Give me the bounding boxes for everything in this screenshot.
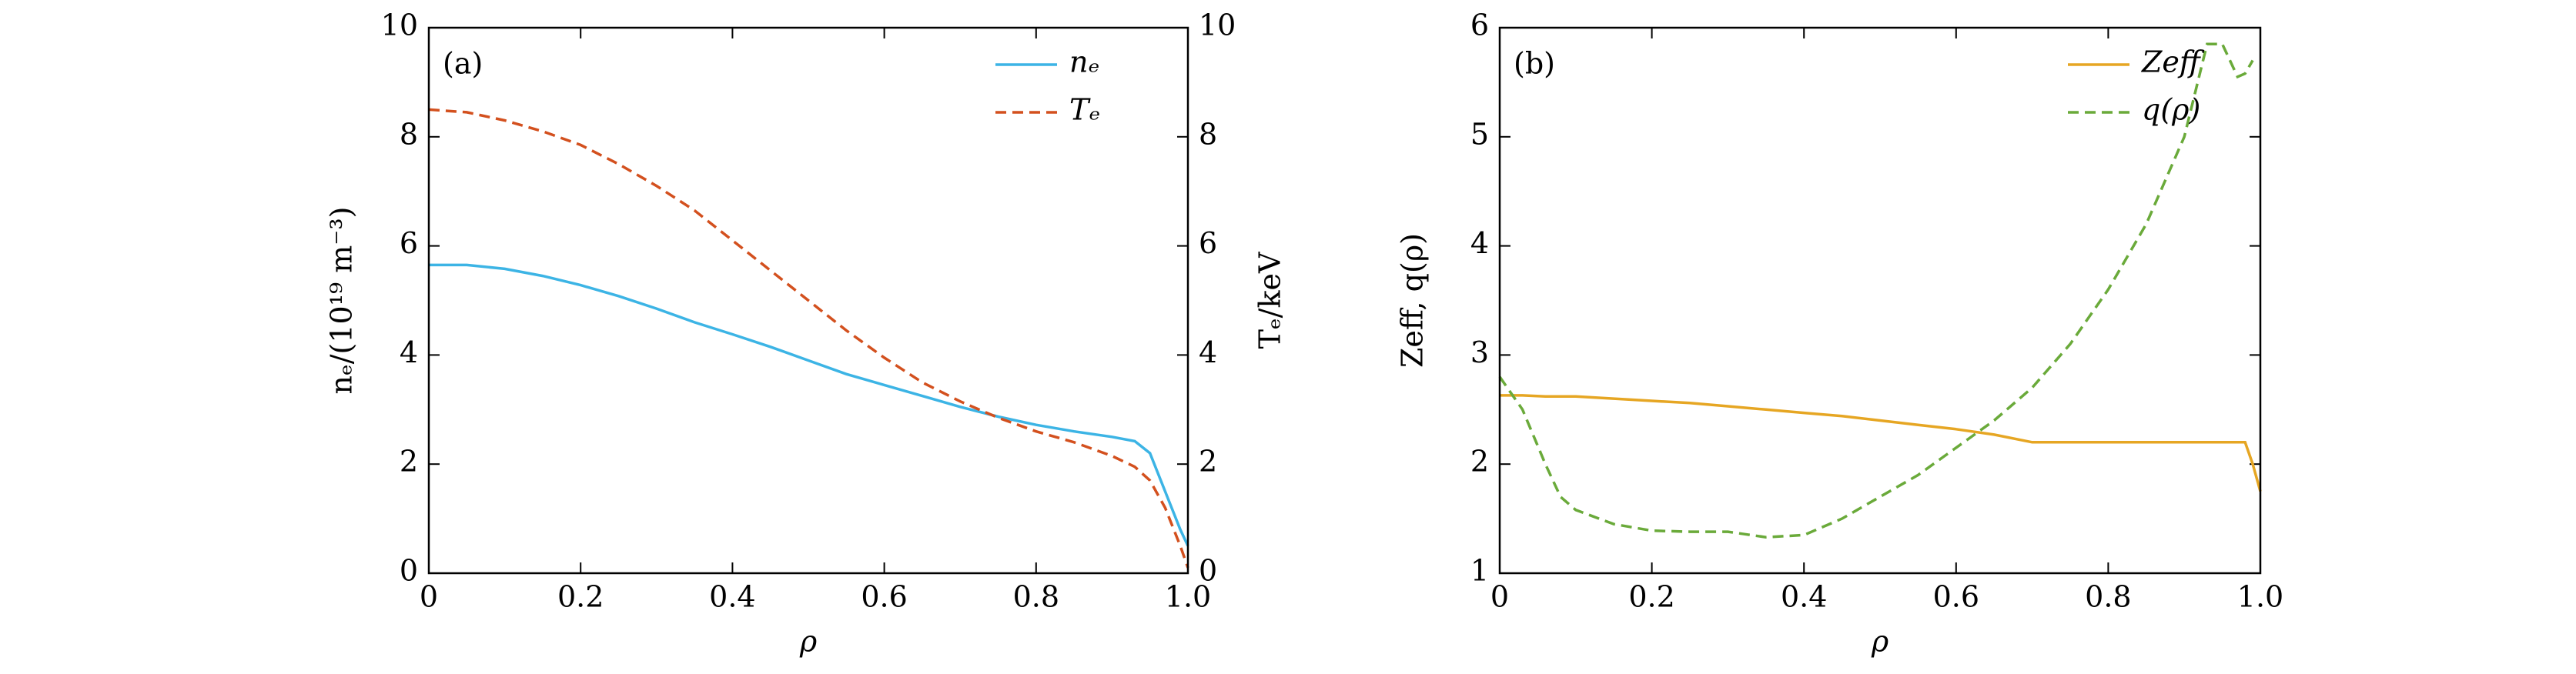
plot-frame: [427, 26, 1189, 575]
y2-tick-label: 2: [1199, 445, 1217, 479]
y-tick-label: 8: [400, 117, 418, 151]
x-tick-label: 0.8: [1013, 580, 1059, 614]
y-tick-label: 2: [1470, 445, 1489, 479]
x-axis-label: ρ: [1871, 625, 1889, 659]
x-tick-label: 0: [420, 580, 438, 614]
legend-label: Tₑ: [1069, 93, 1100, 127]
y-tick-label: 5: [1470, 117, 1489, 151]
y2-axis-label: Tₑ/keV: [1253, 252, 1287, 349]
panel-label: (a): [443, 47, 483, 81]
y-tick-label: 2: [400, 445, 418, 479]
x-tick-label: 0.6: [1933, 580, 1979, 614]
legend-label: q(ρ): [2142, 93, 2200, 127]
y2-tick-label: 8: [1199, 117, 1217, 151]
data-line: [428, 108, 1189, 569]
data-line: [1500, 394, 2262, 492]
legend-label: Zeff: [2141, 45, 2205, 79]
y-tick-label: 10: [381, 8, 418, 42]
x-tick-label: 0.2: [1628, 580, 1674, 614]
x-tick-label: 0.4: [1781, 580, 1827, 614]
legend-label: nₑ: [1069, 45, 1099, 79]
data-line: [1498, 42, 2254, 539]
y-tick-label: 6: [400, 226, 418, 260]
y-tick-label: 4: [1470, 226, 1489, 260]
y2-tick-label: 6: [1199, 226, 1217, 260]
plot-frame: [1498, 26, 2262, 575]
y2-tick-label: 4: [1199, 335, 1217, 369]
y-axis-label: nₑ/(10¹⁹ m⁻³): [325, 207, 359, 395]
y-tick-label: 6: [1470, 8, 1489, 42]
x-tick-label: 0.8: [2085, 580, 2131, 614]
y-axis-label: Zeff, q(ρ): [1396, 233, 1430, 368]
x-axis-label: ρ: [799, 625, 818, 659]
x-tick-label: 1.0: [1165, 580, 1211, 614]
x-tick-label: 0.2: [557, 580, 604, 614]
y2-tick-label: 0: [1199, 554, 1217, 588]
y2-tick-label: 10: [1199, 8, 1236, 42]
y-tick-label: 0: [400, 554, 418, 588]
x-tick-label: 1.0: [2237, 580, 2283, 614]
x-tick-label: 0.4: [709, 580, 755, 614]
y-tick-label: 3: [1470, 335, 1489, 369]
x-tick-label: 0.6: [861, 580, 907, 614]
y-tick-label: 4: [400, 335, 418, 369]
panel-label: (b): [1514, 47, 1555, 81]
data-line: [429, 263, 1189, 547]
x-tick-label: 0: [1490, 580, 1509, 614]
y-tick-label: 1: [1470, 554, 1489, 588]
chart-panel: 0 0.2 0.4 0.6 0.8 1.0 1 2 3 4 5 6 (b) Zeff q(ρ) ρ Zeff, …: [1396, 8, 2284, 659]
